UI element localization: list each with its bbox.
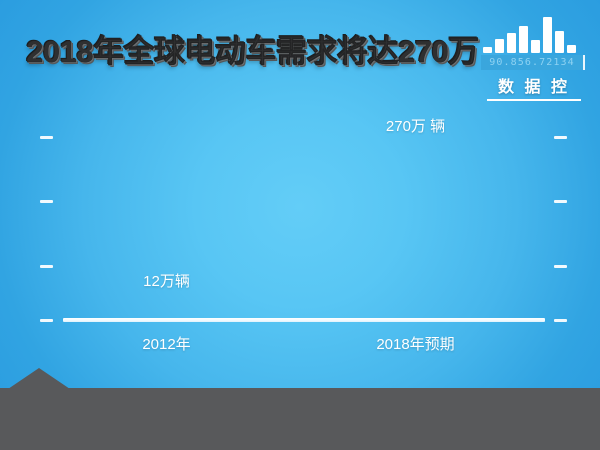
brand-code-label: 90.856.72134 [481,55,585,70]
footer-pointer-triangle [8,368,70,389]
chart-bar-2012: 12万辆 2012年 [142,273,191,353]
axis-tick-left [40,200,53,203]
logo-bar [495,39,504,53]
brand-logo: 90.856.72134 数 据 控 [481,17,587,101]
bar-value-label: 270万 辆 [385,118,446,135]
logo-bar [543,17,552,53]
axis-tick-left [40,319,53,322]
brand-name-label: 数 据 控 [487,73,581,101]
logo-bar [483,47,492,53]
logo-bar [507,33,516,53]
axis-tick-right [554,136,567,139]
axis-tick-right [554,200,567,203]
logo-bar [555,31,564,53]
bar-chart: 12万辆 2012年 270万 辆 2018年预期 [0,100,600,355]
chart-bar-2018: 270万 辆 2018年预期 [376,118,454,353]
logo-bar [531,40,540,53]
bar-category-label: 2012年 [142,336,191,353]
axis-tick-right [554,319,567,322]
axis-tick-left [40,136,53,139]
x-axis-baseline [63,318,545,322]
axis-tick-left [40,265,53,268]
bar-category-label: 2018年预期 [376,336,455,353]
logo-bar [567,45,576,53]
bar-value-label: 12万辆 [143,273,190,290]
logo-bar [519,26,528,53]
page-title: 2018年全球电动车需求将达270万 [26,34,480,69]
bar-chart-icon [483,17,583,53]
axis-tick-right [554,265,567,268]
footer-caption: 咨询公司弗若斯特沙利文《2013年全球电动汽车市场战略展望》报告： 2012年全… [0,388,600,450]
